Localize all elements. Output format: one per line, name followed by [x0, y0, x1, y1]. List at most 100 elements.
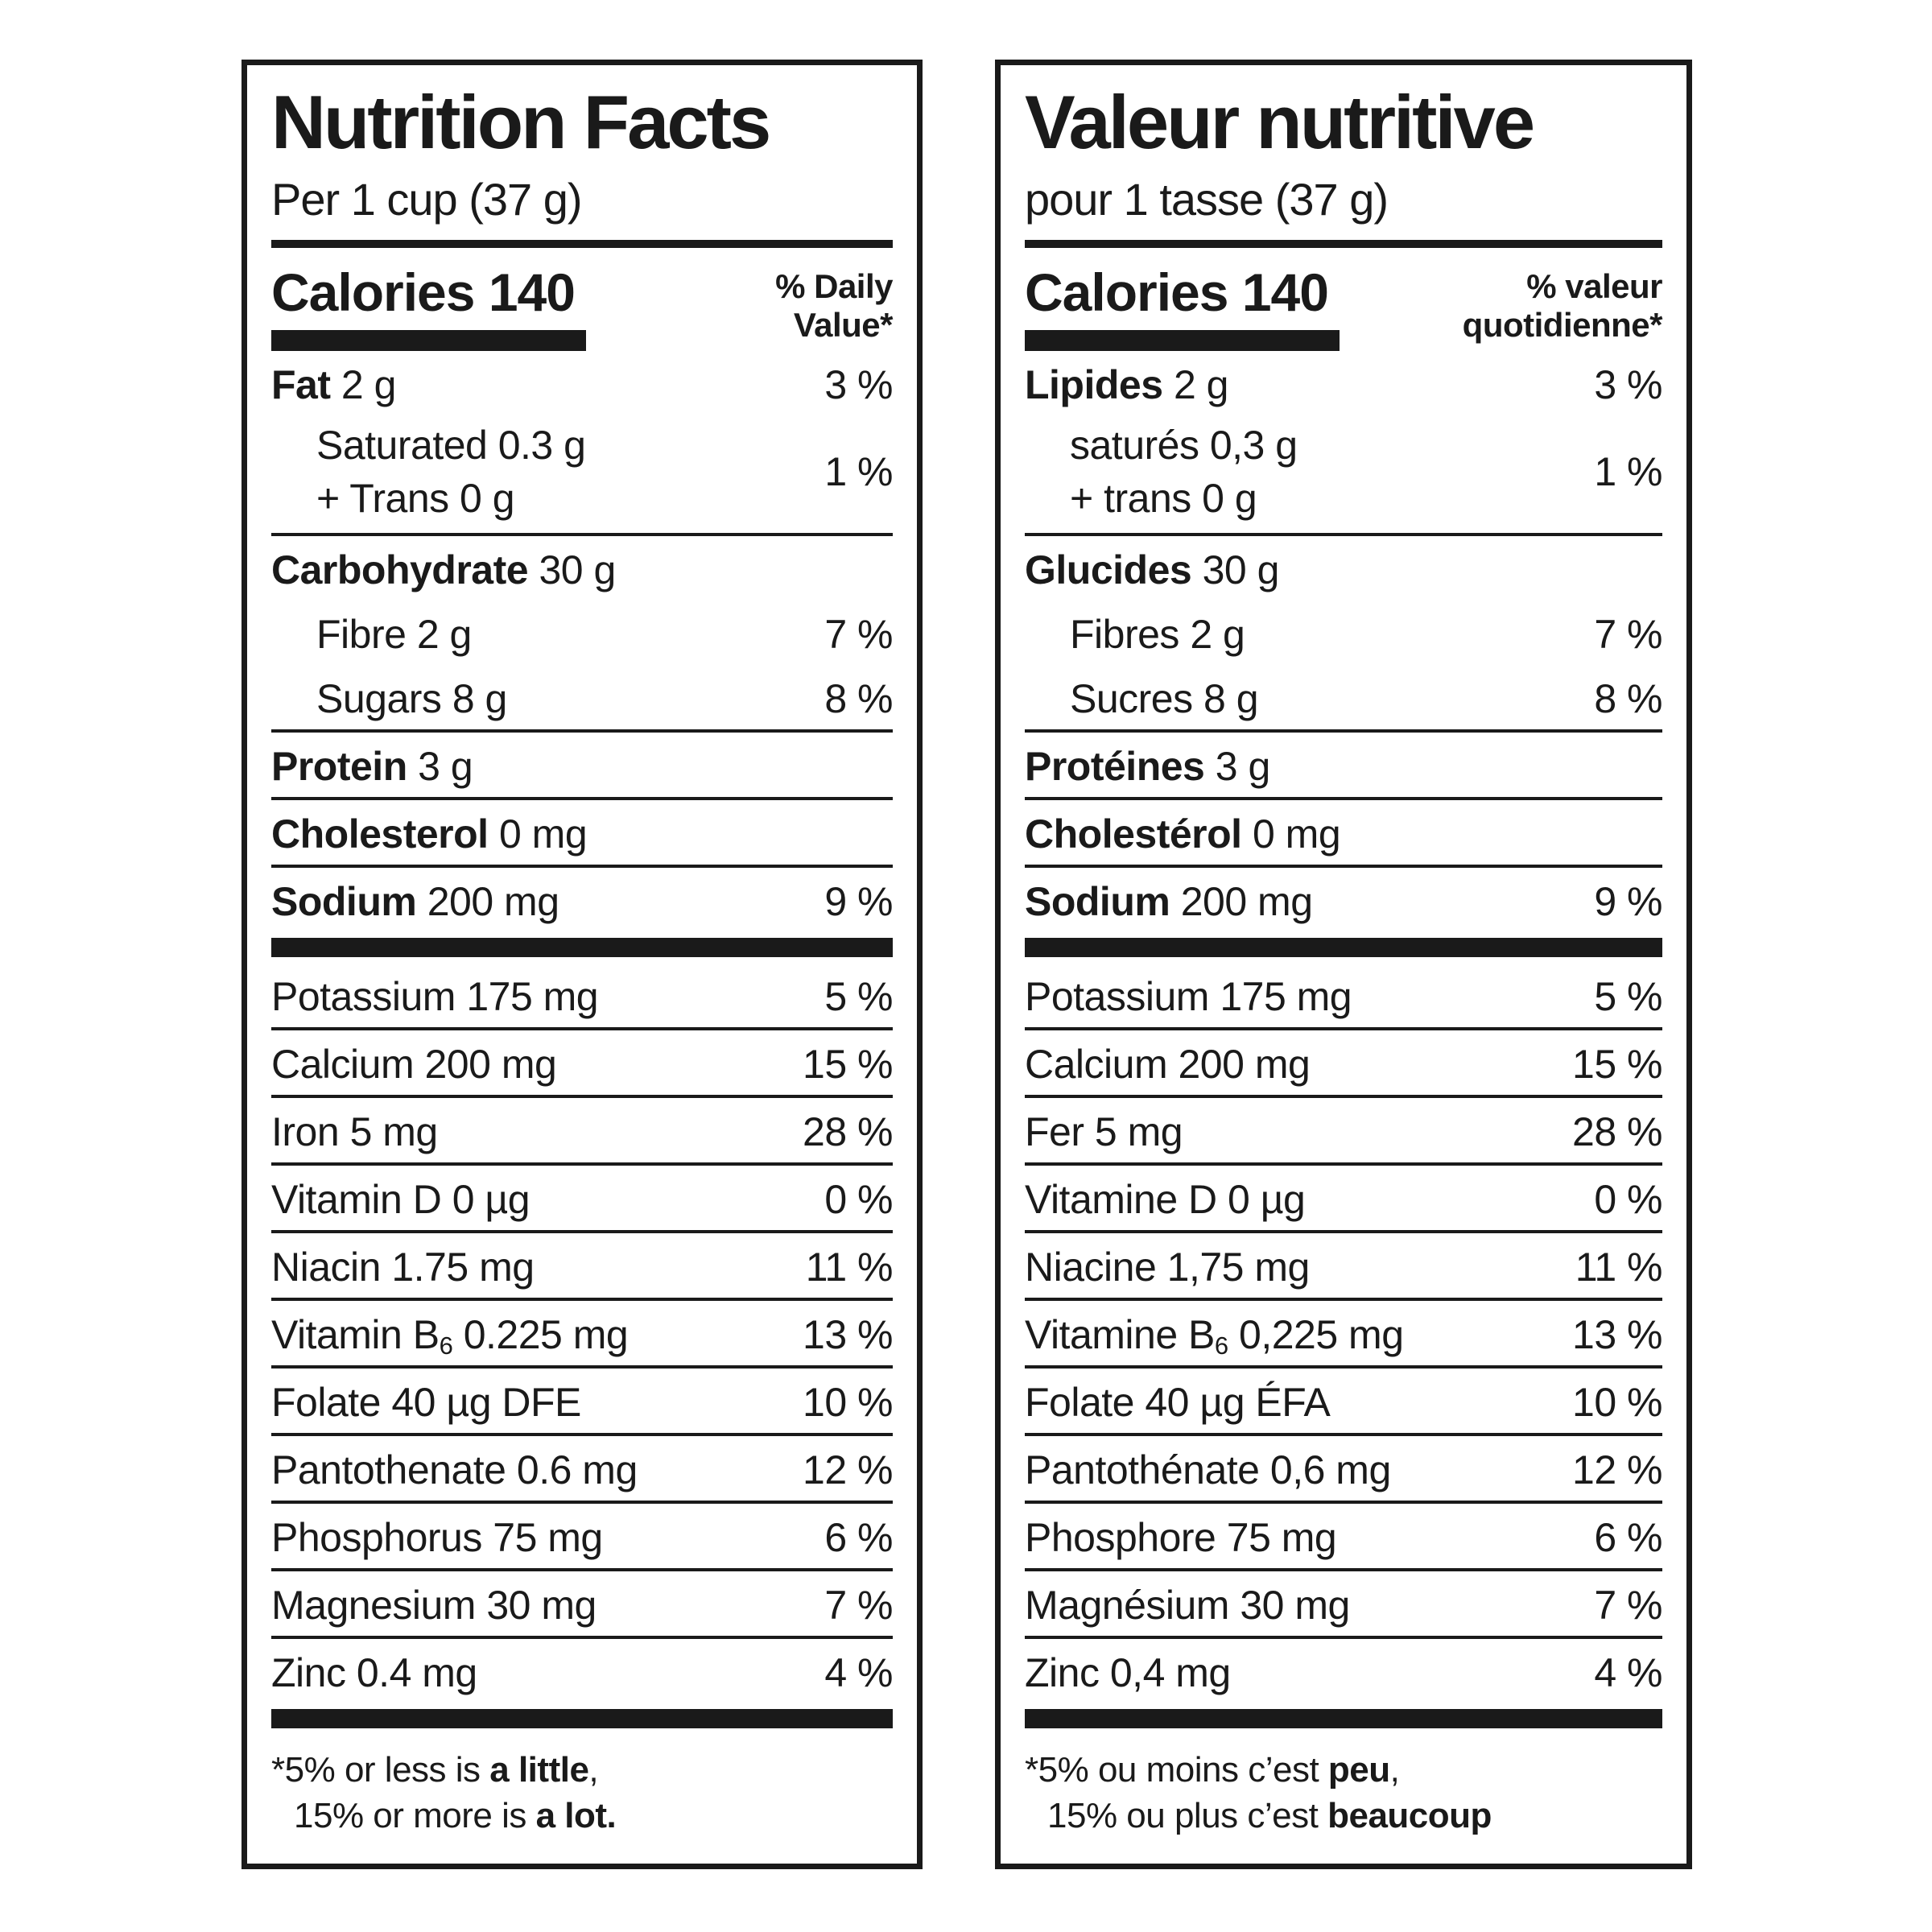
thick-divider — [271, 240, 893, 248]
nutrient-row-phosphorus: Phosphorus 75 mg 6 % — [271, 1504, 893, 1568]
nutrient-row-protein: Protein 3 g — [271, 733, 893, 797]
nutrient-row-sodium: Sodium 200 mg 9 % — [1025, 868, 1662, 932]
nutrient-percent: 10 % — [1572, 1380, 1662, 1425]
nutrient-row-fibre: Fibre 2 g 7 % — [271, 601, 893, 665]
nutrient-percent: 11 % — [1575, 1245, 1663, 1290]
divider — [1025, 729, 1662, 733]
nutrition-facts-panel-en: Nutrition Facts Per 1 cup (37 g) Calorie… — [242, 60, 923, 1869]
nutrient-name: Carbohydrate 30 g — [271, 547, 616, 592]
divider — [271, 1501, 893, 1504]
nutrient-percent: 6 % — [1594, 1515, 1662, 1560]
serving-size: pour 1 tasse (37 g) — [1025, 174, 1389, 225]
nutrient-row-protein: Protéines 3 g — [1025, 733, 1662, 797]
nutrient-name: Folate 40 µg DFE — [271, 1380, 581, 1425]
nutrient-name: Phosphorus 75 mg — [271, 1515, 603, 1560]
divider — [1025, 1162, 1662, 1166]
nutrient-row-niacin: Niacin 1.75 mg 11 % — [271, 1233, 894, 1298]
panel-title: Valeur nutritive — [1025, 80, 1535, 164]
nutrient-percent: 15 % — [803, 1042, 893, 1087]
nutrient-percent: 12 % — [1572, 1447, 1662, 1492]
footnote: *5% or less is a little, 15% or more is … — [271, 1747, 893, 1839]
nutrient-row-folate: Folate 40 µg ÉFA 10 % — [1025, 1368, 1662, 1433]
nutrient-row-iron: Fer 5 mg 28 % — [1025, 1098, 1662, 1162]
divider — [271, 1230, 893, 1233]
nutrient-row-sugars: Sugars 8 g 8 % — [271, 665, 893, 729]
nutrient-row-carbohydrate: Carbohydrate 30 g — [271, 536, 893, 601]
nutrient-row-pantothenate: Pantothenate 0.6 mg 12 % — [271, 1436, 893, 1501]
nutrient-row-calcium: Calcium 200 mg 15 % — [1025, 1030, 1662, 1095]
nutrient-percent: 28 % — [803, 1109, 893, 1154]
nutrient-name: Sugars 8 g — [316, 676, 507, 721]
nutrient-name: Iron 5 mg — [271, 1109, 438, 1154]
nutrient-row-fat: Fat 2 g 3 % — [271, 351, 893, 415]
nutrient-name: Calcium 200 mg — [1025, 1042, 1311, 1087]
calories-row: Calories 140 % Daily Value* — [271, 266, 893, 351]
divider — [1025, 1568, 1662, 1571]
nutrient-row-magnesium: Magnesium 30 mg 7 % — [271, 1571, 893, 1636]
daily-value-header: % valeur quotidienne* — [1462, 267, 1663, 345]
nutrient-percent: 13 % — [1572, 1312, 1662, 1357]
nutrient-row-vitamin-d: Vitamine D 0 µg 0 % — [1025, 1166, 1662, 1230]
nutrient-name: Pantothenate 0.6 mg — [271, 1447, 638, 1492]
divider — [1025, 1298, 1662, 1301]
calories-row: Calories 140 % valeur quotidienne* — [1025, 266, 1663, 351]
nutrient-name: Sodium 200 mg — [271, 879, 559, 924]
nutrient-percent: 7 % — [1594, 1583, 1662, 1628]
nutrition-facts-panel-fr: Valeur nutritive pour 1 tasse (37 g) Cal… — [995, 60, 1692, 1869]
daily-value-header: % Daily Value* — [775, 267, 893, 345]
nutrient-row-calcium: Calcium 200 mg 15 % — [271, 1030, 893, 1095]
nutrient-row-potassium: Potassium 175 mg 5 % — [1025, 963, 1662, 1027]
divider — [1025, 1433, 1662, 1436]
nutrient-name: Cholestérol 0 mg — [1025, 811, 1341, 857]
nutrient-row-iron: Iron 5 mg 28 % — [271, 1098, 893, 1162]
nutrient-name: saturés 0,3 g + trans 0 g — [1070, 423, 1298, 521]
divider — [271, 1162, 893, 1166]
nutrient-name: Pantothénate 0,6 mg — [1025, 1447, 1391, 1492]
nutrient-percent: 10 % — [803, 1380, 893, 1425]
nutrient-percent: 8 % — [1594, 676, 1662, 721]
nutrient-name: Folate 40 µg ÉFA — [1025, 1380, 1331, 1425]
nutrient-percent: 4 % — [1594, 1650, 1662, 1695]
nutrient-row-folate: Folate 40 µg DFE 10 % — [271, 1368, 893, 1433]
divider — [271, 1095, 893, 1098]
nutrient-name: Fat 2 g — [271, 362, 396, 407]
nutrient-percent: 1 % — [824, 449, 893, 494]
divider — [271, 729, 893, 733]
nutrient-percent: 9 % — [1594, 879, 1662, 924]
nutrient-name: Niacin 1.75 mg — [271, 1245, 535, 1290]
footnote-line: *5% or less is a little, — [271, 1750, 599, 1790]
nutrient-name: Fibre 2 g — [316, 612, 472, 657]
nutrient-percent: 7 % — [1594, 612, 1662, 657]
serving-size: Per 1 cup (37 g) — [271, 174, 583, 225]
nutrient-name: Magnésium 30 mg — [1025, 1583, 1350, 1628]
nutrient-percent: 15 % — [1572, 1042, 1662, 1087]
section-bar — [1025, 1709, 1662, 1728]
footnote-line: *5% ou moins c’est peu, — [1025, 1750, 1400, 1790]
nutrient-row-fibre: Fibres 2 g 7 % — [1025, 601, 1662, 665]
nutrient-row-fat: Lipides 2 g 3 % — [1025, 351, 1662, 415]
nutrient-name: Vitamine D 0 µg — [1025, 1177, 1306, 1222]
divider — [1025, 1095, 1662, 1098]
nutrient-row-magnesium: Magnésium 30 mg 7 % — [1025, 1571, 1662, 1636]
nutrient-name: Vitamin D 0 µg — [271, 1177, 530, 1222]
divider — [1025, 797, 1662, 800]
nutrient-percent: 0 % — [1594, 1177, 1662, 1222]
nutrient-row-zinc: Zinc 0,4 mg 4 % — [1025, 1639, 1662, 1703]
nutrient-percent: 3 % — [1594, 362, 1662, 407]
divider — [271, 1298, 893, 1301]
nutrient-row-vitamin-d: Vitamin D 0 µg 0 % — [271, 1166, 893, 1230]
divider — [1025, 1027, 1662, 1030]
divider — [1025, 1501, 1662, 1504]
section-bar — [1025, 938, 1662, 957]
nutrient-name: Lipides 2 g — [1025, 362, 1228, 407]
section-bar — [271, 1709, 893, 1728]
nutrient-name: Protein 3 g — [271, 744, 473, 789]
nutrient-percent: 11 % — [805, 1245, 894, 1290]
nutrient-row-saturated-trans: saturés 0,3 g + trans 0 g 1 % — [1025, 415, 1662, 533]
nutrient-name: Vitamine B6 0,225 mg — [1025, 1312, 1404, 1360]
divider — [271, 797, 893, 800]
nutrient-row-saturated-trans: Saturated 0.3 g + Trans 0 g 1 % — [271, 415, 893, 533]
nutrient-name: Zinc 0.4 mg — [271, 1650, 477, 1695]
nutrient-name: Cholesterol 0 mg — [271, 811, 588, 857]
